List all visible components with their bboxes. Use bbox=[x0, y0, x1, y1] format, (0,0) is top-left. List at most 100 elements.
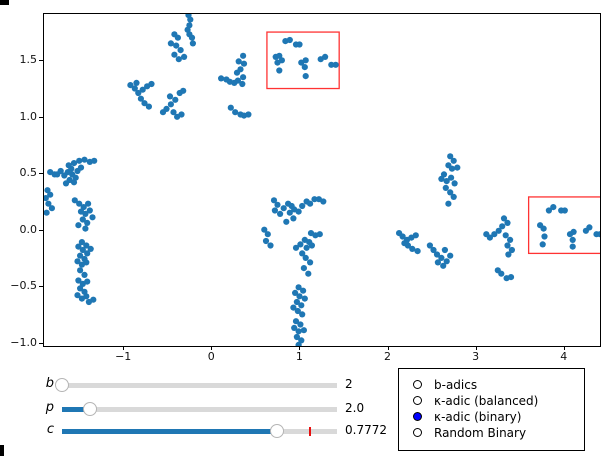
scatter-point bbox=[167, 40, 174, 47]
scatter-point bbox=[569, 236, 576, 243]
scatter-point bbox=[47, 191, 54, 198]
scatter-point bbox=[173, 42, 180, 49]
scatter-point bbox=[301, 295, 308, 302]
scatter-point bbox=[174, 34, 181, 41]
scatter-point bbox=[300, 287, 307, 294]
scatter-point bbox=[498, 270, 505, 277]
scatter-point bbox=[300, 265, 307, 272]
scatter-point bbox=[550, 204, 557, 211]
scatter-point bbox=[240, 60, 248, 67]
scatter-point bbox=[240, 52, 247, 59]
scatter-point bbox=[440, 262, 447, 269]
y-tick-label: −0.5 bbox=[10, 279, 37, 293]
slider-c-init-marker bbox=[309, 427, 311, 436]
scatter-point bbox=[433, 251, 441, 258]
scatter-point bbox=[145, 103, 152, 110]
scatter-point bbox=[491, 231, 498, 238]
scatter-point bbox=[299, 311, 306, 318]
radio-unselected-icon[interactable] bbox=[413, 428, 422, 437]
scatter-point bbox=[450, 193, 457, 200]
scatter-point bbox=[239, 80, 246, 88]
scatter-point bbox=[218, 75, 225, 82]
scatter-point bbox=[71, 197, 78, 204]
scatter-point bbox=[307, 259, 314, 266]
slider-p-track[interactable] bbox=[62, 407, 337, 412]
scatter-point bbox=[234, 77, 241, 84]
scatter-point bbox=[276, 52, 283, 59]
slider-c-label: c bbox=[46, 422, 54, 437]
radio-selected-icon[interactable] bbox=[413, 412, 422, 421]
scatter-point bbox=[499, 223, 506, 230]
scatter-point bbox=[74, 292, 81, 299]
slider-b-track[interactable] bbox=[62, 383, 337, 388]
scatter-point bbox=[541, 233, 548, 240]
scatter-point bbox=[293, 298, 300, 306]
radio-legend: b-adics κ-adic (balanced) κ-adic (binary) R… bbox=[398, 368, 585, 451]
radio-item--adic-balanced-[interactable]: κ-adic (balanced) bbox=[399, 393, 584, 409]
scatter-point bbox=[75, 277, 82, 284]
scatter-point bbox=[447, 252, 454, 259]
scatter-point bbox=[500, 215, 508, 222]
x-tick-label: 2 bbox=[384, 350, 392, 363]
scatter-point bbox=[233, 69, 241, 76]
scatter-point bbox=[84, 278, 91, 285]
scatter-point bbox=[308, 242, 315, 249]
scatter-point bbox=[80, 204, 87, 211]
slider-p-handle[interactable] bbox=[83, 402, 97, 416]
slider-b-handle[interactable] bbox=[55, 378, 69, 392]
x-tick-mark bbox=[475, 346, 477, 350]
y-tick-mark bbox=[39, 229, 43, 231]
scatter-point bbox=[79, 246, 86, 254]
radio-item--adic-binary-[interactable]: κ-adic (binary) bbox=[399, 409, 584, 425]
slider-p-fill bbox=[62, 407, 90, 412]
y-tick-mark bbox=[39, 286, 43, 288]
scatter-point bbox=[133, 79, 140, 86]
radio-unselected-icon[interactable] bbox=[413, 396, 422, 405]
scatter-point bbox=[70, 160, 78, 167]
scatter-point bbox=[545, 207, 552, 214]
scatter-point bbox=[443, 258, 450, 265]
scatter-point bbox=[57, 167, 64, 175]
y-tick-label: 0.5 bbox=[19, 166, 38, 180]
scatter-point bbox=[414, 248, 421, 255]
scatter-point bbox=[262, 237, 270, 245]
radio-unselected-icon[interactable] bbox=[413, 380, 422, 389]
scatter-point bbox=[399, 233, 406, 240]
scatter-point bbox=[596, 231, 600, 238]
scatter-point bbox=[296, 293, 303, 300]
scatter-point bbox=[91, 157, 98, 164]
scatter-point bbox=[76, 200, 83, 207]
y-tick-label: −1.0 bbox=[10, 335, 37, 349]
scatter-point bbox=[298, 302, 305, 309]
radio-item-random-binary[interactable]: Random Binary bbox=[399, 425, 584, 441]
scatter-point bbox=[131, 85, 138, 92]
scatter-point bbox=[166, 93, 174, 100]
scatter-point bbox=[401, 240, 408, 247]
scatter-point bbox=[77, 164, 85, 171]
scatter-point bbox=[84, 219, 91, 226]
scatter-point bbox=[332, 61, 339, 68]
scatter-point bbox=[295, 284, 302, 291]
radio-item-label: κ-adic (binary) bbox=[434, 410, 522, 424]
scatter-point bbox=[232, 109, 239, 116]
radio-item-b-adics[interactable]: b-adics bbox=[399, 377, 584, 393]
scatter-point bbox=[298, 337, 305, 344]
scatter-point bbox=[286, 209, 293, 216]
scatter-point bbox=[292, 289, 299, 296]
scatter-point bbox=[302, 57, 309, 64]
scatter-point bbox=[508, 246, 515, 254]
scatter-point bbox=[264, 231, 271, 238]
scatter-point bbox=[159, 109, 167, 116]
scatter-point bbox=[299, 202, 306, 210]
x-tick-mark bbox=[123, 346, 125, 350]
scatter-point bbox=[302, 254, 309, 261]
slider-c-handle[interactable] bbox=[270, 424, 284, 438]
scatter-point bbox=[81, 156, 88, 163]
scatter-point bbox=[240, 74, 247, 81]
scatter-point bbox=[83, 259, 90, 266]
scatter-point bbox=[271, 207, 278, 214]
scatter-point bbox=[74, 258, 81, 265]
scatter-point bbox=[430, 246, 437, 254]
radio-item-label: κ-adic (balanced) bbox=[434, 394, 539, 408]
